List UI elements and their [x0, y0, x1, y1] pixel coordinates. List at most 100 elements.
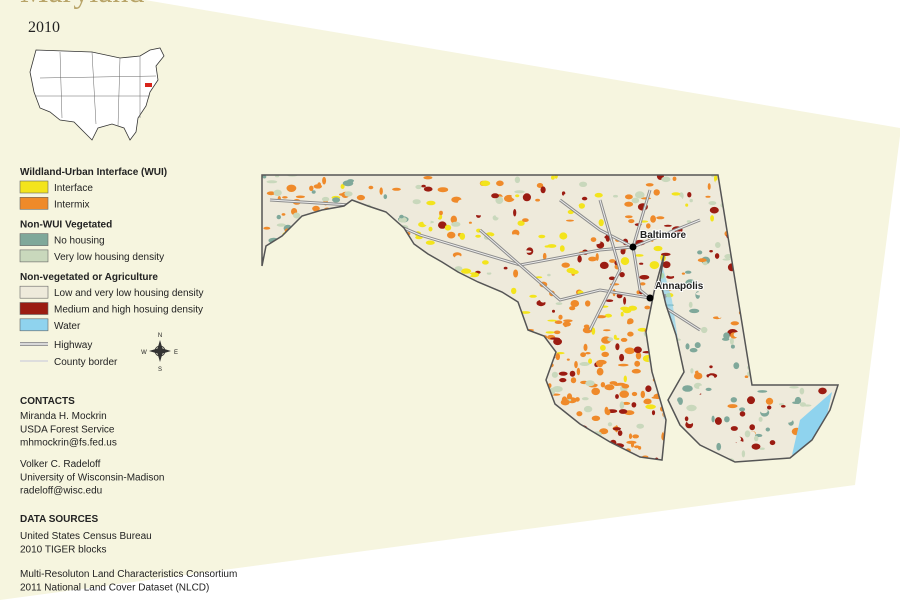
land-patch: [640, 390, 645, 399]
land-patch: [615, 394, 619, 399]
land-patch: [759, 440, 767, 446]
contact-line: University of Wisconsin-Madison: [20, 472, 165, 483]
land-patch: [609, 259, 616, 263]
land-patch: [707, 183, 711, 190]
land-patch: [513, 269, 519, 278]
land-patch: [698, 370, 703, 373]
land-patch: [554, 320, 563, 325]
land-patch: [276, 223, 286, 227]
land-patch: [511, 287, 517, 295]
land-patch: [690, 368, 694, 374]
highway-core: [559, 189, 651, 248]
land-patch: [482, 260, 489, 265]
land-patch: [423, 217, 431, 226]
land-patch: [585, 380, 595, 387]
land-patch: [681, 272, 686, 275]
land-patch: [551, 175, 555, 180]
land-patch: [321, 196, 330, 202]
land-patch: [725, 353, 734, 356]
land-patch: [579, 181, 588, 187]
land-patch: [662, 261, 671, 269]
legend-heading: Non-WUI Vegetated: [20, 220, 112, 231]
land-patch: [620, 257, 630, 266]
land-patch: [505, 178, 509, 182]
land-patch: [674, 315, 679, 324]
land-patch: [690, 188, 696, 192]
land-patch: [628, 433, 633, 440]
land-patch: [678, 397, 683, 405]
land-patch: [685, 203, 689, 207]
land-patch: [495, 210, 504, 218]
source-line: 2010 TIGER blocks: [20, 544, 107, 555]
compass-letter: S: [158, 367, 162, 373]
land-patch: [710, 215, 714, 222]
land-patch: [645, 404, 656, 410]
land-patch: [620, 248, 626, 255]
land-patch: [620, 311, 624, 317]
land-patch: [569, 306, 576, 311]
land-patch: [619, 272, 625, 278]
land-patch: [339, 193, 345, 196]
maryland-highlight: [145, 83, 152, 87]
land-patch: [709, 250, 713, 253]
land-patch: [579, 362, 590, 366]
land-patch: [545, 331, 555, 334]
land-patch: [596, 367, 604, 376]
compass: N E S W: [141, 333, 178, 373]
land-patch: [710, 445, 717, 450]
land-patch: [495, 196, 504, 204]
land-patch: [572, 201, 580, 204]
land-patch: [588, 256, 597, 262]
source-line: Multi-Resoluton Land Characteristics Con…: [20, 569, 237, 580]
land-patch: [631, 391, 638, 397]
land-patch: [486, 267, 497, 271]
land-patch: [805, 385, 812, 391]
land-patch: [727, 404, 738, 409]
contact-line: mhmockrin@fs.fed.us: [20, 438, 117, 449]
land-patch: [624, 215, 633, 219]
legend-swatch: [19, 197, 49, 210]
land-patch: [522, 218, 529, 223]
legend-label: Intermix: [54, 199, 90, 210]
land-patch: [570, 300, 580, 307]
land-patch: [591, 415, 601, 421]
land-patch: [744, 430, 751, 438]
land-patch: [705, 439, 709, 445]
land-patch: [522, 193, 532, 202]
land-patch: [590, 237, 597, 243]
land-patch: [630, 442, 635, 448]
land-patch: [595, 253, 599, 261]
land-patch: [749, 424, 755, 431]
land-patch: [563, 319, 573, 323]
land-patch: [647, 233, 659, 236]
city-dot: [646, 294, 654, 302]
highway-core: [632, 246, 701, 331]
us-inset: [29, 47, 165, 141]
land-patch: [687, 177, 696, 185]
land-patch: [715, 242, 721, 248]
land-patch: [709, 365, 713, 369]
land-patch: [468, 221, 472, 224]
legend-swatch: [19, 180, 49, 194]
land-patch: [675, 181, 679, 187]
land-patch: [613, 334, 617, 340]
land-patch: [708, 201, 717, 206]
land-patch: [561, 262, 570, 268]
land-patch: [529, 294, 537, 298]
land-patch: [799, 387, 805, 395]
legend-heading: Non-vegetated or Agriculture: [20, 272, 158, 283]
land-patch: [344, 191, 353, 197]
land-patch: [628, 219, 635, 224]
contacts-heading: CONTACTS: [20, 396, 75, 407]
land-patch: [625, 181, 630, 190]
land-patch: [548, 184, 554, 187]
legend-swatch: [19, 318, 49, 332]
land-patch: [569, 370, 576, 377]
land-patch: [702, 261, 708, 266]
land-patch: [670, 401, 675, 408]
land-patch: [730, 321, 739, 326]
land-patch: [576, 367, 581, 376]
land-patch: [555, 353, 560, 361]
land-patch: [581, 397, 589, 401]
land-patch: [751, 443, 761, 450]
